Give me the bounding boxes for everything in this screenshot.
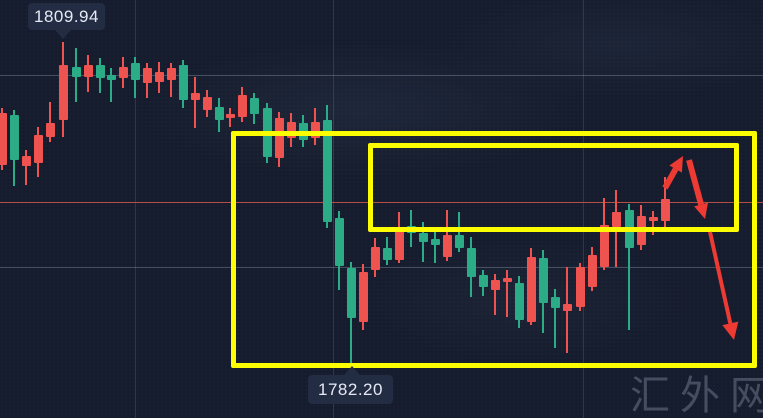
candle-wick: [628, 204, 630, 330]
candle-body: [612, 212, 621, 227]
candle-body: [96, 65, 105, 78]
h-gridline: [0, 75, 763, 76]
candle-body: [203, 97, 212, 110]
candle-body: [250, 98, 259, 114]
candle-body: [347, 268, 356, 318]
candle-body: [335, 218, 344, 266]
candle-body: [238, 95, 247, 117]
candle-body: [661, 199, 670, 221]
candle-wick: [554, 289, 556, 348]
candle-body: [649, 217, 658, 221]
candle-body: [287, 122, 296, 138]
candle-body: [34, 135, 43, 163]
candle-body: [419, 233, 428, 242]
candle-body: [46, 123, 55, 137]
v-gridline: [333, 0, 334, 418]
candle-wick: [434, 232, 436, 263]
candle-body: [143, 68, 152, 83]
candle-body: [527, 257, 536, 322]
candle-body: [275, 118, 284, 158]
candle-wick: [25, 150, 27, 185]
candle-body: [576, 267, 585, 307]
candle-body: [131, 63, 140, 80]
candle-body: [215, 107, 224, 120]
annotation-rectangle: [231, 131, 757, 368]
candle-body: [59, 65, 68, 120]
low-price-label: 1782.20: [318, 380, 383, 399]
candle-body: [323, 120, 332, 222]
site-watermark: 汇外网: [630, 374, 763, 418]
v-gridline: [135, 0, 136, 418]
candle-body: [443, 235, 452, 257]
candle-body: [455, 235, 464, 248]
candle-body: [539, 258, 548, 303]
candle-body: [588, 255, 597, 287]
v-gridline: [583, 0, 584, 418]
candle-wick: [110, 68, 112, 102]
candle-body: [431, 239, 440, 245]
candle-body: [119, 67, 128, 78]
candle-body: [383, 248, 392, 260]
candle-body: [467, 248, 476, 277]
candle-body: [503, 278, 512, 282]
high-price-tooltip: 1809.94: [28, 3, 105, 39]
candle-wick: [506, 270, 508, 317]
candle-body: [359, 272, 368, 322]
low-price-tooltip: 1782.20: [308, 366, 393, 404]
candle-body: [22, 156, 31, 166]
h-gridline: [0, 267, 763, 268]
current-price-line: [0, 202, 763, 203]
candle-body: [226, 114, 235, 118]
annotation-rectangle: [368, 143, 739, 232]
high-price-label: 1809.94: [34, 7, 99, 26]
candle-body: [155, 72, 164, 82]
candle-body: [371, 247, 380, 270]
candle-body: [0, 113, 7, 165]
candle-body: [479, 275, 488, 287]
candle-body: [491, 280, 500, 290]
tooltip-pointer-down: [55, 30, 71, 39]
candle-wick: [422, 222, 424, 262]
candle-body: [107, 75, 116, 80]
candle-body: [515, 283, 524, 320]
candle-body: [72, 67, 81, 77]
candle-wick: [458, 212, 460, 252]
candle-body: [10, 115, 19, 160]
candle-body: [600, 225, 609, 267]
candle-body: [563, 304, 572, 311]
tooltip-pointer-up: [344, 366, 360, 375]
candle-body: [551, 297, 560, 308]
candle-wick: [49, 102, 51, 142]
candle-wick: [652, 211, 654, 235]
candle-body: [395, 227, 404, 260]
candle-wick: [170, 63, 172, 97]
candle-body: [84, 65, 93, 77]
candle-body: [179, 65, 188, 100]
candle-body: [167, 68, 176, 80]
candle-wick: [194, 77, 196, 128]
candle-body: [191, 93, 200, 100]
candle-body: [311, 122, 320, 138]
candle-wick: [494, 274, 496, 315]
